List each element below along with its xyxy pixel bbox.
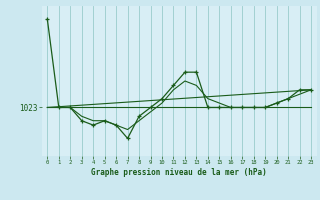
X-axis label: Graphe pression niveau de la mer (hPa): Graphe pression niveau de la mer (hPa) xyxy=(91,168,267,177)
